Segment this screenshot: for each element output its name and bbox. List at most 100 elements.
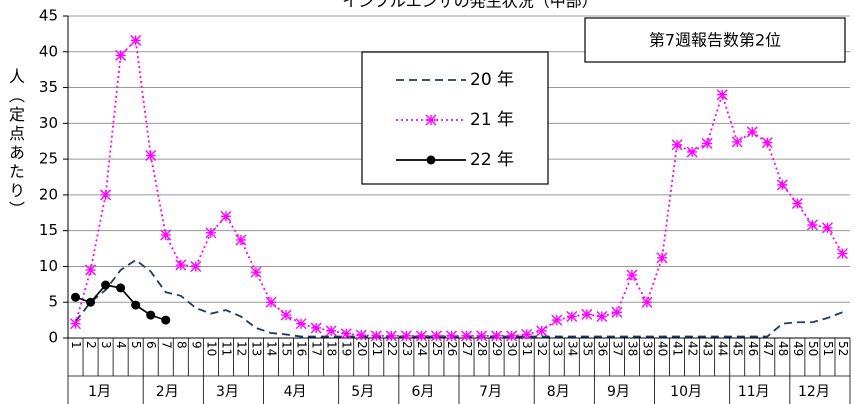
- legend-label: 20 年: [470, 70, 514, 90]
- x-tick-label: 15: [280, 341, 294, 356]
- point: [626, 269, 638, 281]
- month-label: 9月: [607, 384, 630, 400]
- x-tick-label: 12: [234, 341, 248, 356]
- annotation-box: [584, 17, 846, 63]
- x-tick-label: 36: [595, 341, 609, 356]
- point: [86, 297, 96, 307]
- point: [145, 150, 157, 162]
- month-label: 6月: [411, 384, 434, 400]
- x-tick-label: 27: [460, 341, 474, 356]
- point: [426, 155, 436, 165]
- point: [716, 89, 728, 101]
- point: [425, 114, 437, 126]
- point: [370, 330, 382, 342]
- point: [581, 308, 593, 320]
- point: [791, 197, 803, 209]
- x-tick-label: 43: [701, 341, 715, 356]
- x-tick-label: 40: [656, 341, 670, 356]
- point: [476, 330, 488, 342]
- x-tick-label: 33: [550, 341, 564, 356]
- point: [310, 322, 322, 334]
- point: [355, 329, 367, 341]
- x-tick-label: 5: [129, 341, 143, 349]
- x-tick-label: 20: [355, 341, 369, 356]
- point: [671, 139, 683, 151]
- x-tick-label: 28: [475, 341, 489, 356]
- x-tick-label: 41: [671, 341, 685, 356]
- month-label: 7月: [479, 384, 502, 400]
- y-tick-label: 25: [39, 150, 58, 168]
- x-tick-label: 44: [716, 341, 730, 356]
- x-tick-label: 3: [99, 341, 113, 349]
- y-tick-label: 20: [39, 185, 58, 203]
- point: [836, 248, 848, 260]
- x-tick-label: 34: [565, 341, 579, 356]
- point: [116, 283, 126, 293]
- x-tick-label: 9: [189, 341, 203, 349]
- x-tick-label: 31: [520, 341, 534, 356]
- legend-box: [361, 51, 549, 185]
- point: [295, 318, 307, 330]
- point: [521, 328, 533, 340]
- y-tick-label: 35: [39, 78, 58, 96]
- y-tick-label: 5: [48, 293, 58, 311]
- point: [325, 325, 337, 337]
- month-label: 5月: [351, 384, 374, 400]
- x-tick-label: 1: [69, 341, 83, 349]
- point: [761, 137, 773, 149]
- x-tick-label: 6: [144, 341, 158, 349]
- point: [611, 306, 623, 318]
- y-tick-label: 15: [39, 221, 58, 239]
- annotation: 第7週報告数第2位: [649, 31, 781, 50]
- point: [71, 292, 81, 302]
- y-tick-label: 40: [39, 42, 58, 60]
- point: [101, 280, 111, 290]
- point: [385, 330, 397, 342]
- x-tick-label: 29: [490, 341, 504, 356]
- legend-label: 22 年: [470, 150, 514, 170]
- point: [250, 266, 262, 278]
- x-tick-label: 52: [836, 341, 850, 356]
- x-tick-label: 8: [174, 341, 188, 349]
- point: [131, 300, 141, 310]
- y-tick-label: 0: [48, 329, 58, 347]
- x-tick-label: 10: [204, 341, 218, 356]
- x-tick-label: 45: [731, 341, 745, 356]
- y-tick-label: 10: [39, 257, 58, 275]
- x-tick-label: 42: [686, 341, 700, 356]
- x-tick-label: 25: [430, 341, 444, 356]
- point: [461, 330, 473, 342]
- x-tick-label: 19: [340, 341, 354, 356]
- point: [746, 126, 758, 138]
- point: [85, 264, 97, 276]
- y-tick-label: 45: [39, 7, 58, 25]
- point: [776, 179, 788, 191]
- month-label: 1月: [88, 384, 111, 400]
- point: [566, 311, 578, 323]
- x-tick-label: 22: [385, 341, 399, 356]
- point: [70, 318, 82, 330]
- point: [130, 34, 142, 46]
- x-tick-label: 46: [746, 341, 760, 356]
- point: [806, 219, 818, 231]
- point: [175, 259, 187, 271]
- x-tick-label: 14: [265, 341, 279, 356]
- x-tick-label: 2: [84, 341, 98, 349]
- point: [400, 330, 412, 342]
- point: [220, 210, 232, 222]
- month-label: 2月: [156, 384, 179, 400]
- x-tick-label: 11: [219, 341, 233, 356]
- series-line: [74, 38, 844, 337]
- month-label: 4月: [284, 384, 307, 400]
- x-tick-label: 26: [445, 341, 459, 356]
- point: [146, 310, 156, 320]
- point: [265, 296, 277, 308]
- point: [190, 260, 202, 272]
- x-tick-label: 37: [610, 341, 624, 356]
- point: [415, 330, 427, 342]
- month-label: 10月: [670, 384, 702, 400]
- point: [506, 330, 518, 342]
- x-tick-label: 18: [325, 341, 339, 356]
